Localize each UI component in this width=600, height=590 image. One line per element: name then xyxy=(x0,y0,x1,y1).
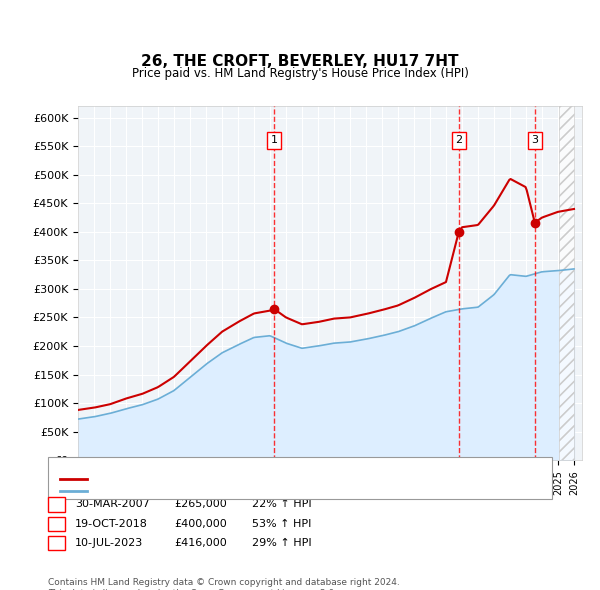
Text: 3: 3 xyxy=(53,539,60,548)
Text: 1: 1 xyxy=(271,136,278,146)
Text: £400,000: £400,000 xyxy=(174,519,227,529)
Text: 19-OCT-2018: 19-OCT-2018 xyxy=(75,519,148,529)
Text: 29% ↑ HPI: 29% ↑ HPI xyxy=(252,539,311,548)
Text: 3: 3 xyxy=(532,136,538,146)
Text: 26, THE CROFT, BEVERLEY, HU17 7HT (detached house): 26, THE CROFT, BEVERLEY, HU17 7HT (detac… xyxy=(90,474,382,484)
Text: 22% ↑ HPI: 22% ↑ HPI xyxy=(252,500,311,509)
Text: £416,000: £416,000 xyxy=(174,539,227,548)
Text: 10-JUL-2023: 10-JUL-2023 xyxy=(75,539,143,548)
Text: 1: 1 xyxy=(53,500,60,509)
Text: Price paid vs. HM Land Registry's House Price Index (HPI): Price paid vs. HM Land Registry's House … xyxy=(131,67,469,80)
Text: 30-MAR-2007: 30-MAR-2007 xyxy=(75,500,150,509)
Text: 26, THE CROFT, BEVERLEY, HU17 7HT: 26, THE CROFT, BEVERLEY, HU17 7HT xyxy=(141,54,459,70)
Text: 53% ↑ HPI: 53% ↑ HPI xyxy=(252,519,311,529)
Text: £265,000: £265,000 xyxy=(174,500,227,509)
Text: HPI: Average price, detached house, East Riding of Yorkshire: HPI: Average price, detached house, East… xyxy=(90,486,406,496)
Text: Contains HM Land Registry data © Crown copyright and database right 2024.
This d: Contains HM Land Registry data © Crown c… xyxy=(48,578,400,590)
Text: 2: 2 xyxy=(455,136,463,146)
Text: 2: 2 xyxy=(53,519,60,529)
